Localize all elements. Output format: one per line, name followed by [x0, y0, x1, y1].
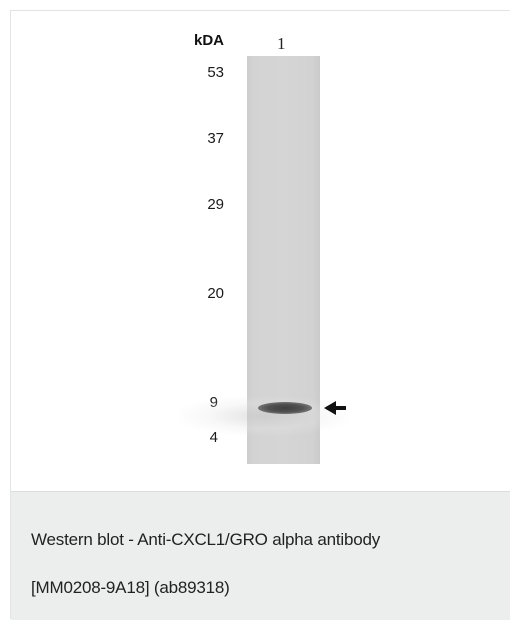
- western-blot-image: kDA 1 53 37 29 20 9 4: [11, 11, 510, 491]
- caption-title: Western blot - Anti-CXCL1/GRO alpha anti…: [31, 530, 381, 549]
- marker-4: 4: [209, 429, 218, 446]
- protein-band: [258, 402, 312, 414]
- marker-37: 37: [207, 130, 224, 147]
- band-smear: [179, 396, 349, 436]
- figure-card: kDA 1 53 37 29 20 9 4 Western blot - Ant…: [10, 10, 510, 620]
- marker-29: 29: [207, 196, 224, 213]
- lane-number-label: 1: [277, 34, 286, 53]
- figure-caption: Western blot - Anti-CXCL1/GRO alpha anti…: [11, 491, 510, 620]
- arrow-left-icon: [324, 401, 346, 415]
- marker-20: 20: [207, 285, 224, 302]
- caption-clone-id: [MM0208-9A18] (ab89318): [31, 578, 230, 597]
- marker-53: 53: [207, 64, 224, 81]
- unit-label: kDA: [194, 32, 225, 49]
